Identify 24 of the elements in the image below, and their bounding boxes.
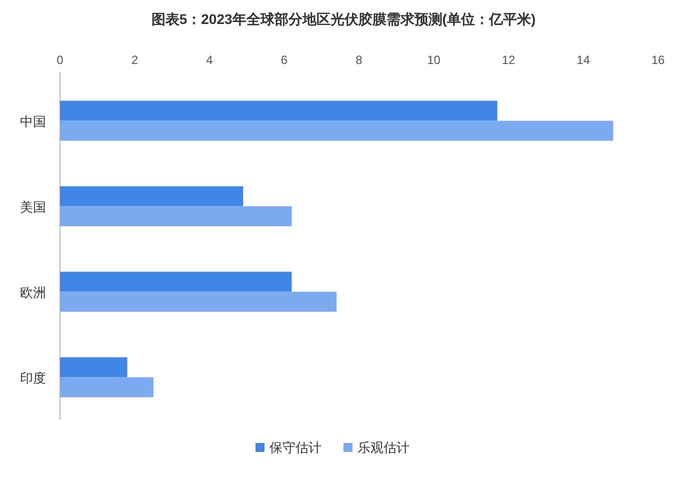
x-tick-label: 6 xyxy=(280,53,288,67)
y-tick-label: 中国 xyxy=(20,114,46,129)
chart-title: 图表5：2023年全球部分地区光伏胶膜需求预测(单位：亿平米) xyxy=(151,11,536,27)
x-tick-label: 16 xyxy=(651,53,665,67)
x-tick-label: 14 xyxy=(576,53,590,67)
bar xyxy=(60,272,292,292)
bar xyxy=(60,186,244,206)
y-tick-label: 印度 xyxy=(20,370,46,386)
y-tick-label: 欧洲 xyxy=(20,284,46,300)
x-tick-label: 10 xyxy=(427,53,441,67)
legend-label: 保守估计 xyxy=(270,440,322,455)
bar xyxy=(60,357,128,378)
bar xyxy=(60,292,337,312)
x-tick-label: 0 xyxy=(56,53,64,67)
x-tick-label: 8 xyxy=(356,53,363,67)
bar xyxy=(60,206,292,226)
x-tick-label: 2 xyxy=(131,53,138,67)
legend-label: 乐观估计 xyxy=(358,440,410,455)
x-tick-label: 4 xyxy=(206,53,214,67)
bar xyxy=(60,120,614,141)
x-tick-label: 12 xyxy=(502,53,516,67)
y-tick-label: 美国 xyxy=(20,199,46,214)
bar xyxy=(60,377,154,398)
bar xyxy=(60,100,498,121)
